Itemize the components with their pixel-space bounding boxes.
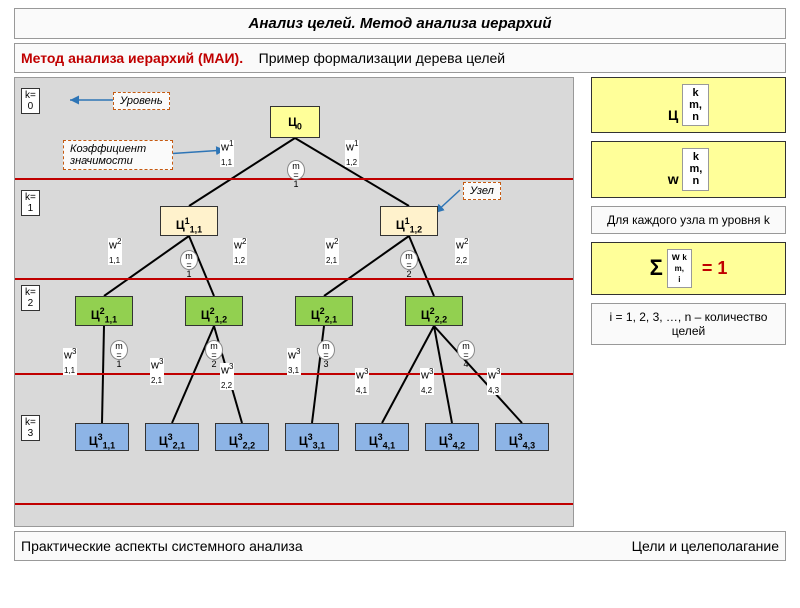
sidebar: Ц km,n w km,n Для каждого узла m уровня … [591,77,786,527]
k-label: k=2 [21,285,40,311]
tree-node: Ц21,1 [75,296,133,326]
m-label: m=3 [317,340,335,360]
legend-goal-idx: km,n [682,84,709,126]
callout: Узел [463,182,501,200]
weight-label: w34,1 [355,368,369,395]
subtitle-red: Метод анализа иерархий (МАИ). [21,50,243,66]
footer: Практические аспекты системного анализа … [14,531,786,561]
weight-label: w34,3 [487,368,501,395]
legend-goal: Ц km,n [591,77,786,133]
tree-node: Ц32,1 [145,423,199,451]
sigma-equals: = 1 [702,258,728,279]
m-label: m=4 [457,340,475,360]
title: Анализ целей. Метод анализа иерархий [14,8,786,39]
m-label: m=2 [400,250,418,270]
footer-right: Цели и целеполагание [632,538,779,554]
weight-label: w21,1 [108,238,122,265]
footer-left: Практические аспекты системного анализа [21,538,303,554]
weight-label: w11,1 [220,140,234,167]
note-each-node: Для каждого узла m уровня k [591,206,786,234]
weight-label: w22,2 [455,238,469,265]
tree-node: Ц21,2 [185,296,243,326]
weight-label: w33,1 [287,348,301,375]
weight-label: w32,1 [150,358,164,385]
legend-weight-idx: km,n [682,148,709,190]
callout: Коэффициент значимости [63,140,173,170]
weight-label: w31,1 [63,348,77,375]
legend-weight: w km,n [591,141,786,197]
callout: Уровень [113,92,170,110]
k-label: k=1 [21,190,40,216]
tree-node: Ц11,1 [160,206,218,236]
weight-label: w11,2 [345,140,359,167]
weight-label: w21,2 [233,238,247,265]
m-label: m=2 [205,340,223,360]
subtitle: Метод анализа иерархий (МАИ). Пример фор… [14,43,786,73]
m-label: m=1 [287,160,305,180]
weight-label: w22,1 [325,238,339,265]
tree-node: Ц22,1 [295,296,353,326]
tree-node: Ц22,2 [405,296,463,326]
subtitle-rest: Пример формализации дерева целей [259,50,505,66]
tree-diagram: k=0 k=1 k=2 k=3 Ц0 Ц11,1 Ц11,2 Ц21,1 Ц21,2 Ц22,1 Ц… [14,77,574,527]
note-i-count: i = 1, 2, 3, …, n – количество целей [591,303,786,345]
k-label: k=3 [21,415,40,441]
sigma-symbol: Σ [650,255,663,281]
k-label: k=0 [21,88,40,114]
tree-node: Ц31,1 [75,423,129,451]
level-line [15,503,573,505]
weight-label: w32,2 [220,363,234,390]
tree-node: Ц33,1 [285,423,339,451]
m-label: m=1 [180,250,198,270]
tree-node: Ц11,2 [380,206,438,236]
tree-node: Ц34,2 [425,423,479,451]
weight-label: w34,2 [420,368,434,395]
sigma-box: Σ w km,i = 1 [591,242,786,295]
tree-node: Ц34,1 [355,423,409,451]
level-line [15,278,573,280]
tree-node: Ц32,2 [215,423,269,451]
main-area: k=0 k=1 k=2 k=3 Ц0 Ц11,1 Ц11,2 Ц21,1 Ц21,2 Ц22,1 Ц… [14,77,786,527]
tree-node: Ц34,3 [495,423,549,451]
m-label: m=1 [110,340,128,360]
tree-node: Ц0 [270,106,320,138]
